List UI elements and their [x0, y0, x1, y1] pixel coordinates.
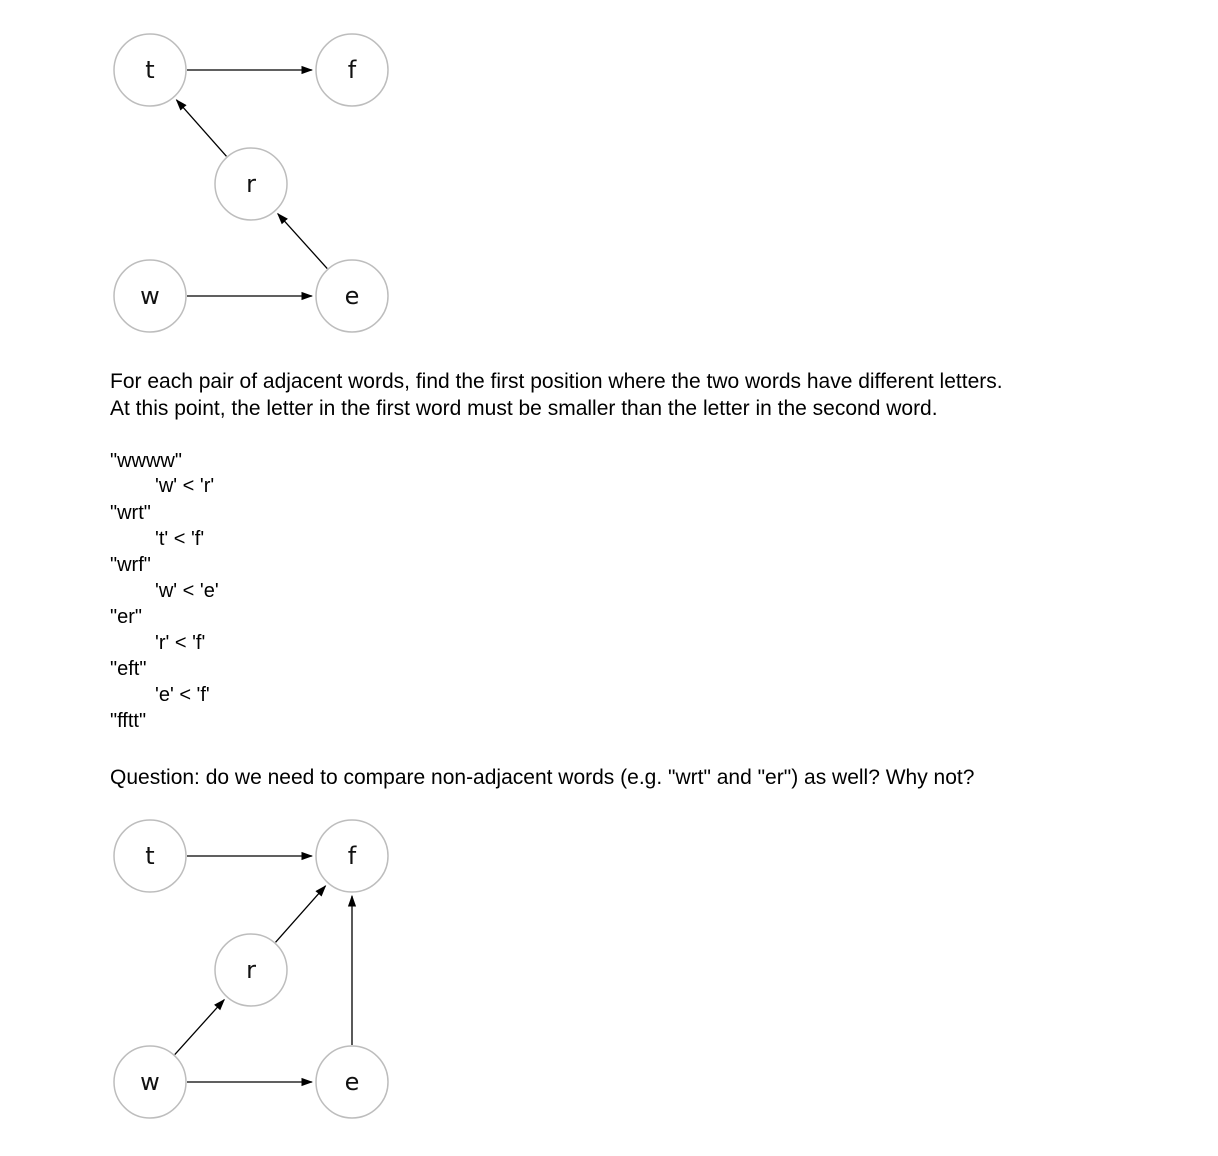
node-r: r: [214, 147, 288, 221]
comparison-1: 'w' < 'r': [155, 475, 215, 497]
node-label: r: [246, 956, 256, 984]
edge-r-to-t: [175, 99, 227, 157]
node-circle: [113, 259, 187, 333]
edge-r-to-f: [275, 885, 327, 943]
node-t: t: [113, 33, 187, 107]
explanation-line-1: For each pair of adjacent words, find th…: [110, 370, 1003, 393]
nodes-layer: t f r w e: [113, 819, 389, 1119]
word-5: "eft": [110, 658, 147, 680]
node-circle: [315, 1045, 389, 1119]
node-label: e: [345, 282, 360, 310]
word-1: "wwww": [110, 450, 182, 472]
nodes-layer: t f r w e: [113, 33, 389, 333]
node-label: w: [140, 1068, 160, 1096]
node-label: f: [348, 56, 357, 84]
edges-layer: [174, 851, 357, 1087]
explanation-line-2: At this point, the letter in the first w…: [110, 397, 938, 420]
node-circle: [113, 1045, 187, 1119]
node-label: r: [246, 170, 256, 198]
node-e: e: [315, 259, 389, 333]
node-label: t: [145, 56, 154, 84]
node-r: r: [214, 933, 288, 1007]
graph-bottom: t f r w e: [113, 819, 389, 1119]
node-f: f: [315, 819, 389, 893]
comparison-3: 'w' < 'e': [155, 580, 219, 602]
word-4: "er": [110, 606, 142, 628]
question-text: Question: do we need to compare non-adja…: [110, 766, 975, 789]
comparison-5: 'e' < 'f': [155, 684, 210, 706]
edges-layer: [175, 65, 328, 301]
comparison-2: 't' < 'f': [155, 528, 205, 550]
node-label: t: [145, 842, 154, 870]
node-circle: [214, 933, 288, 1007]
node-e: e: [315, 1045, 389, 1119]
comparison-4: 'r' < 'f': [155, 632, 206, 654]
node-w: w: [113, 1045, 187, 1119]
node-t: t: [113, 819, 187, 893]
edge-w-to-r: [174, 998, 225, 1055]
node-circle: [113, 33, 187, 107]
edge-e-to-r: [277, 212, 328, 269]
node-circle: [214, 147, 288, 221]
graph-top: t f r w e: [113, 33, 389, 333]
node-circle: [315, 259, 389, 333]
word-2: "wrt": [110, 502, 151, 524]
word-3: "wrf": [110, 554, 151, 576]
node-circle: [315, 33, 389, 107]
node-label: e: [345, 1068, 360, 1096]
node-circle: [113, 819, 187, 893]
node-label: w: [140, 282, 160, 310]
word-6: "fftt": [110, 710, 147, 732]
node-label: f: [348, 842, 357, 870]
node-f: f: [315, 33, 389, 107]
node-w: w: [113, 259, 187, 333]
node-circle: [315, 819, 389, 893]
